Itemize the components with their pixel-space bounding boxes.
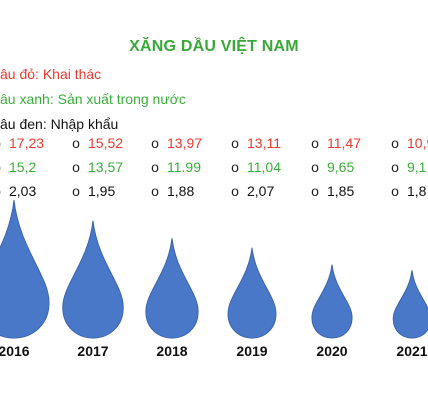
drop-mark-2020 [311, 264, 353, 339]
drop-mark-2018 [145, 238, 199, 339]
bullet-marker: o [391, 159, 399, 175]
data-label-extraction: 13,97 [167, 135, 202, 151]
bullet-marker: o [391, 183, 399, 199]
bullet-marker: o [151, 159, 159, 175]
data-label-extraction: 11,47 [327, 135, 361, 151]
bullet-marker: o [151, 135, 159, 151]
year-label: 2019 [236, 343, 267, 359]
data-label-domestic: 11.99 [167, 159, 201, 175]
drop-mark-2017 [62, 220, 124, 339]
bullet-marker: o [231, 183, 239, 199]
bullet-marker: o [231, 159, 239, 175]
year-label: 2018 [156, 343, 187, 359]
bullet-marker: o [151, 183, 159, 199]
bullet-marker: o [311, 135, 319, 151]
legend-domestic-production: âu xanh: Sản xuất trong nước [0, 91, 186, 107]
year-label: 2020 [316, 343, 347, 359]
bullet-marker: o [311, 183, 319, 199]
data-label-extraction: 10,9 [407, 135, 428, 151]
data-label-domestic: 9,1 [407, 159, 427, 175]
drop-mark-2016 [0, 199, 50, 339]
data-label-domestic: 15,2 [9, 159, 36, 175]
drop-mark-2021 [392, 270, 428, 339]
bullet-marker: o [0, 159, 1, 175]
bullet-marker: o [72, 159, 80, 175]
bullet-marker: o [231, 135, 239, 151]
data-label-import: 1,88 [167, 183, 194, 199]
bullet-marker: o [0, 183, 1, 199]
legend-import: âu đen: Nhập khẩu [0, 116, 119, 132]
drop-mark-2019 [227, 247, 277, 339]
year-label: 2017 [77, 343, 108, 359]
bullet-marker: o [391, 135, 399, 151]
data-label-extraction: 15,52 [88, 135, 123, 151]
legend-extraction: âu đỏ: Khai thác [0, 66, 102, 82]
data-label-domestic: 11,04 [247, 159, 281, 175]
bullet-marker: o [72, 183, 80, 199]
data-label-import: 1,95 [88, 183, 115, 199]
bullet-marker: o [311, 159, 319, 175]
bullet-marker: o [72, 135, 80, 151]
year-label: 2021 [396, 343, 427, 359]
bullet-marker: o [0, 135, 1, 151]
chart-title: XĂNG DẦU VIỆT NAM [129, 38, 299, 55]
data-label-domestic: 13,57 [88, 159, 123, 175]
data-label-extraction: 13,11 [247, 135, 281, 151]
year-label: 2016 [0, 343, 30, 359]
data-label-domestic: 9,65 [327, 159, 354, 175]
data-label-import: 2,03 [9, 183, 36, 199]
data-label-import: 1,85 [327, 183, 354, 199]
data-label-import: 2,07 [247, 183, 274, 199]
data-label-import: 1,8 [407, 183, 427, 199]
data-label-extraction: 17,23 [9, 135, 44, 151]
